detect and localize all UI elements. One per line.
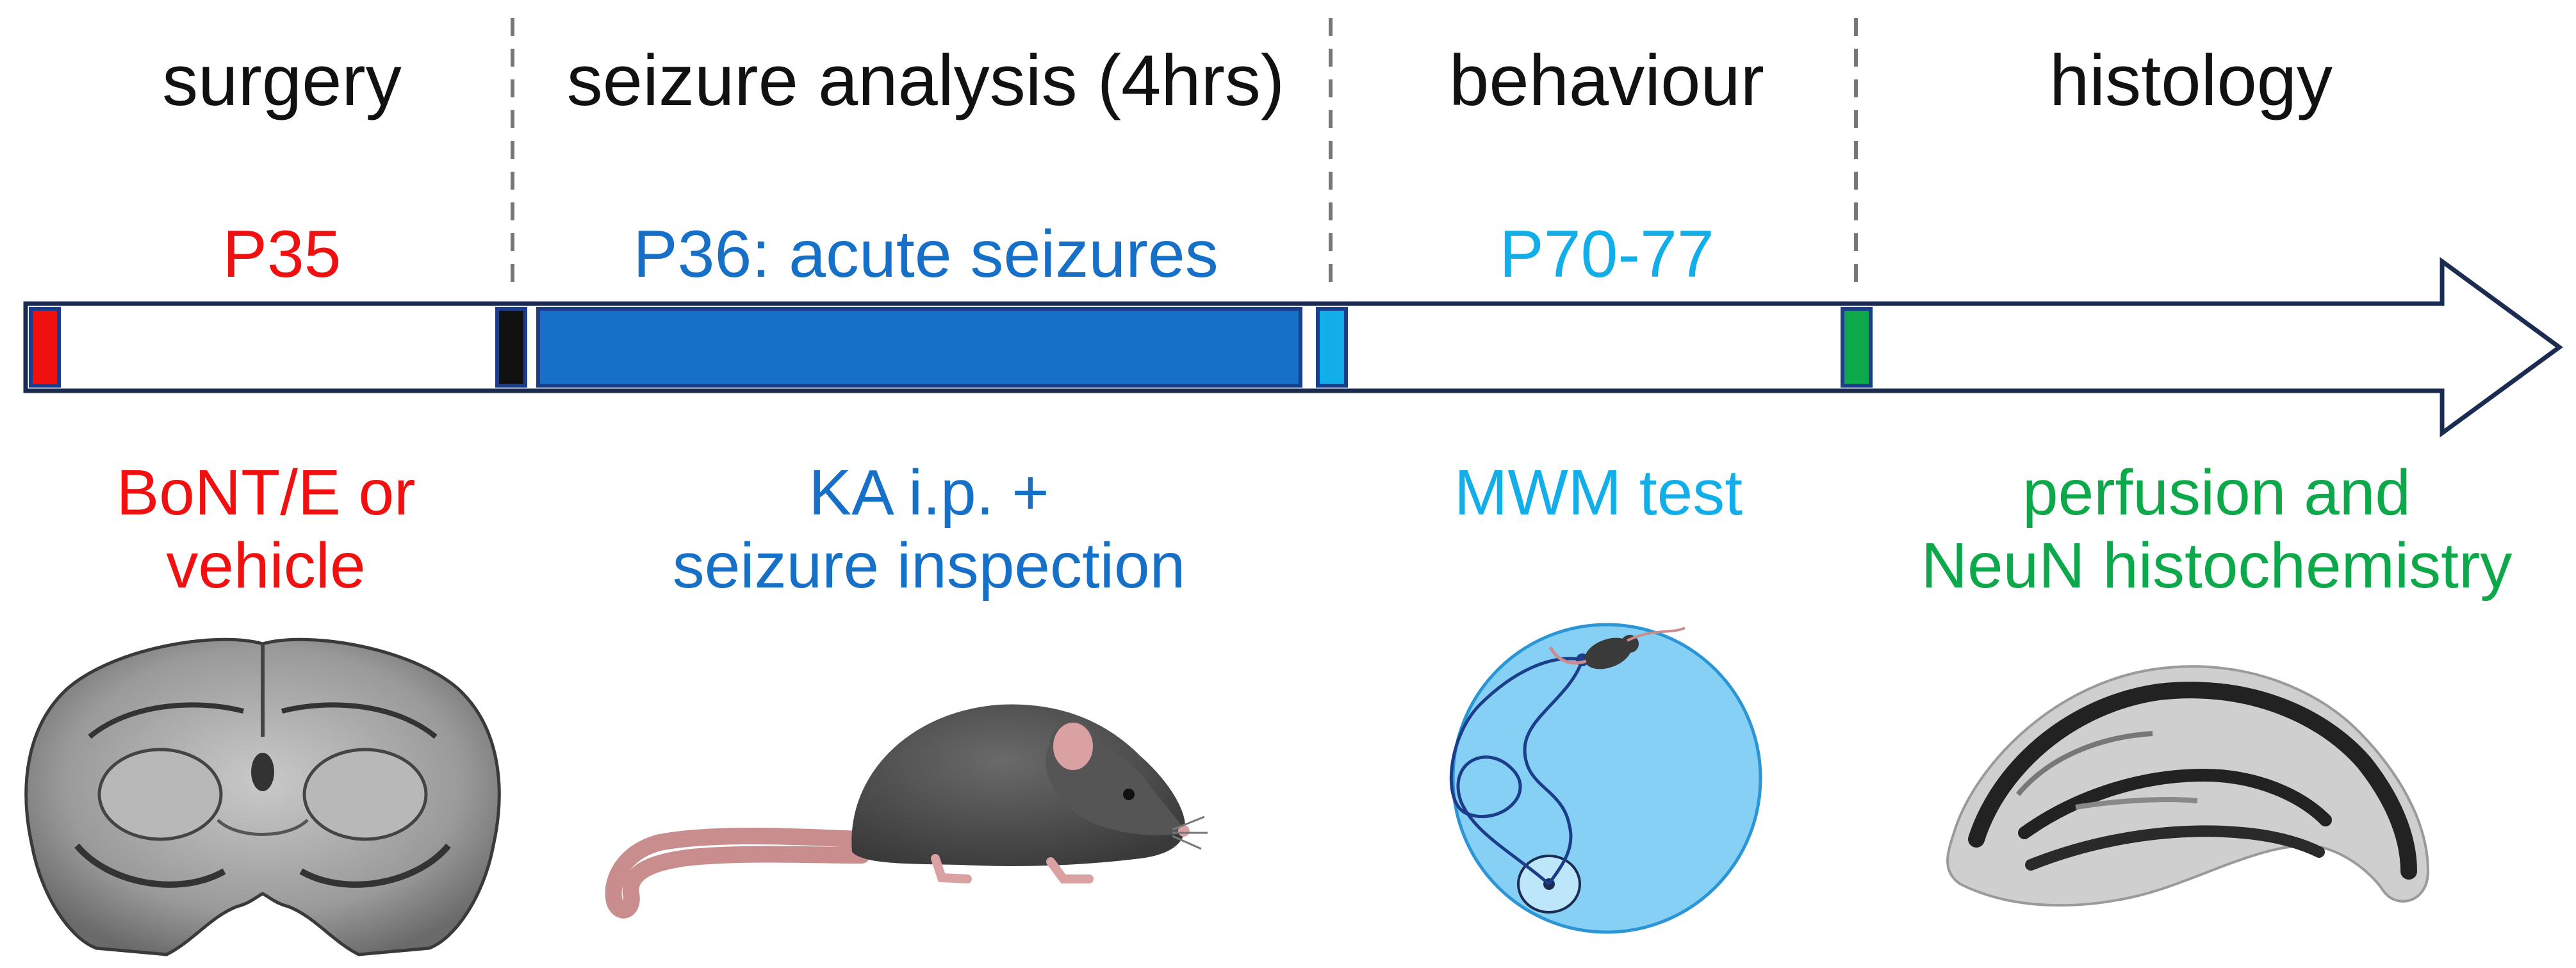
procedure-label-behaviour: MWM test <box>1454 456 1743 529</box>
bar-seizure-analysis <box>536 307 1302 388</box>
day-label-p70-77: P70-77 <box>1499 217 1714 291</box>
marker-behaviour <box>1316 307 1348 388</box>
procedure-label-seizure: KA i.p. + seizure inspection <box>673 456 1185 602</box>
hippocampus-section-icon <box>1946 665 2430 907</box>
water-maze-icon <box>1449 623 1762 934</box>
procedure-line: NeuN histochemistry <box>1921 530 2513 602</box>
marker-histology <box>1841 307 1873 388</box>
procedure-line: perfusion and <box>2022 457 2411 529</box>
phase-label-behaviour: behaviour <box>1449 40 1764 120</box>
procedure-line: MWM test <box>1454 457 1743 529</box>
procedure-label-surgery: BoNT/E or vehicle <box>117 456 416 602</box>
procedure-line: vehicle <box>166 530 366 602</box>
procedure-line: KA i.p. + <box>808 457 1049 529</box>
marker-surgery-p35 <box>29 307 61 388</box>
day-label-p36: P36: acute seizures <box>633 217 1218 291</box>
phase-label-histology: histology <box>2049 40 2333 120</box>
procedure-label-histology: perfusion and NeuN histochemistry <box>1921 456 2513 602</box>
procedure-line: BoNT/E or <box>116 457 416 529</box>
day-label-p35: P35 <box>222 217 341 291</box>
phase-label-surgery: surgery <box>162 40 402 120</box>
phase-label-seizure-analysis: seizure analysis (4hrs) <box>566 40 1285 120</box>
mouse-in-maze-icon <box>1548 627 1686 669</box>
marker-ka-injection <box>495 307 527 388</box>
brain-coronal-section-icon <box>24 637 501 956</box>
procedure-line: seizure inspection <box>672 530 1186 602</box>
mouse-icon <box>605 704 1208 919</box>
